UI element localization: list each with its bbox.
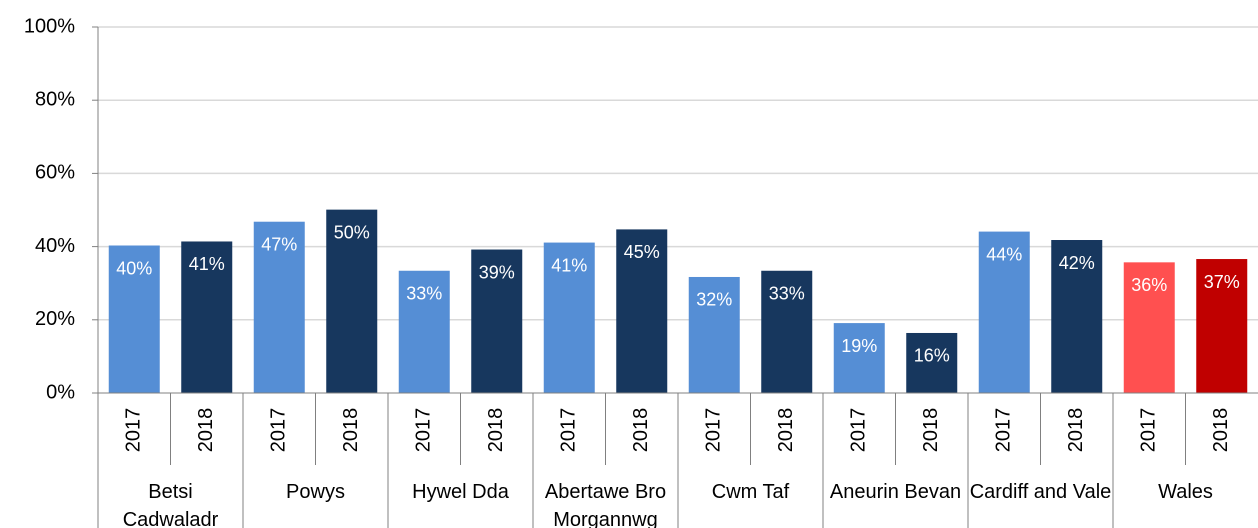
category-label: Wales [1158, 481, 1213, 503]
x-sub-label: 2017 [1138, 408, 1160, 453]
x-sub-label: 2017 [993, 408, 1015, 453]
x-sub-label: 2018 [485, 408, 507, 453]
data-label: 41% [551, 255, 587, 275]
data-label: 45% [624, 242, 660, 262]
category-label: Betsi Cadwaladr [122, 481, 219, 528]
y-tick-label: 0% [46, 381, 75, 403]
data-label: 33% [406, 284, 442, 304]
data-label: 39% [479, 262, 515, 282]
x-sub-label: 2017 [703, 408, 725, 453]
data-label: 41% [189, 254, 225, 274]
data-label: 16% [914, 346, 950, 366]
data-label: 19% [841, 336, 877, 356]
bar [978, 231, 1030, 393]
bar [906, 332, 958, 393]
x-sub-label: 2017 [848, 408, 870, 453]
category-label: Abertawe Bro Morgannwg [544, 481, 667, 528]
bar [1196, 259, 1248, 393]
data-label: 37% [1204, 272, 1240, 292]
x-sub-label: 2018 [1210, 408, 1232, 453]
bar [543, 242, 595, 393]
x-sub-label: 2018 [630, 408, 652, 453]
data-label: 44% [986, 244, 1022, 264]
category-label: Cwm Taf [711, 481, 790, 503]
y-tick-label: 40% [35, 235, 75, 257]
x-sub-label: 2018 [195, 408, 217, 453]
data-label: 33% [769, 284, 805, 304]
category-label: Hywel Dda [412, 481, 509, 503]
bar [108, 245, 160, 393]
x-sub-label: 2018 [340, 408, 362, 453]
bar [688, 276, 740, 393]
bar [1123, 262, 1175, 393]
data-label: 50% [334, 222, 370, 242]
bar [253, 221, 305, 393]
bar [471, 249, 523, 393]
y-tick-label: 80% [35, 88, 75, 110]
bar [616, 229, 668, 393]
bar [833, 323, 885, 393]
data-label: 42% [1059, 253, 1095, 273]
bar [761, 270, 813, 393]
data-label: 47% [261, 234, 297, 254]
x-sub-label: 2017 [558, 408, 580, 453]
x-sub-label: 2018 [775, 408, 797, 453]
x-sub-label: 2017 [413, 408, 435, 453]
category-label: Powys [286, 481, 345, 503]
data-label: 36% [1131, 275, 1167, 295]
bar [326, 209, 378, 393]
bar [1051, 240, 1103, 393]
x-sub-label: 2017 [123, 408, 145, 453]
x-sub-label: 2017 [268, 408, 290, 453]
data-label: 40% [116, 258, 152, 278]
y-tick-label: 20% [35, 308, 75, 330]
bar [181, 241, 233, 393]
bar [398, 270, 450, 393]
category-label: Aneurin Bevan [829, 481, 962, 503]
category-label: Cardiff and Vale [969, 481, 1112, 503]
data-label: 32% [696, 290, 732, 310]
y-tick-label: 100% [24, 15, 75, 37]
x-sub-label: 2018 [1065, 408, 1087, 453]
x-sub-label: 2018 [920, 408, 942, 453]
y-tick-label: 60% [35, 162, 75, 184]
